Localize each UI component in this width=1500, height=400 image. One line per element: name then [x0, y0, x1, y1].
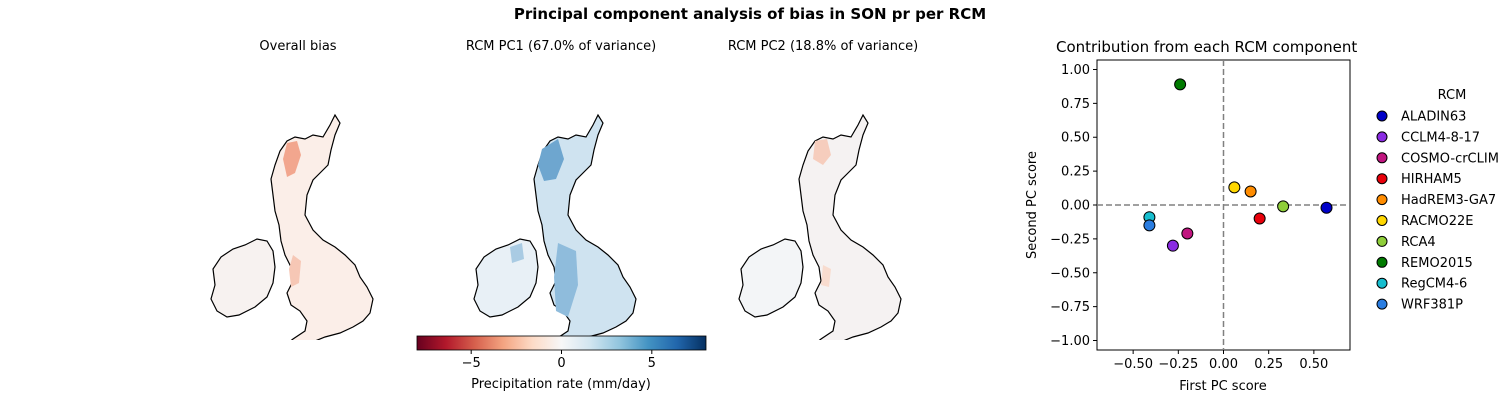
y-axis-label: Second PC score: [1025, 151, 1040, 259]
y-tick-label: −0.25: [1050, 232, 1090, 247]
legend-marker: [1376, 277, 1388, 289]
reference-lines: [1097, 60, 1350, 350]
maps-svg: [210, 114, 902, 340]
legend: ALADIN63 CCLM4-8-17 COSMO-crCLIM HIRHAM5 Had…: [1376, 110, 1499, 313]
legend-marker: [1376, 298, 1388, 310]
legend-marker: [1376, 215, 1388, 226]
map-title-pc1: RCM PC1 (67.0% of variance): [465, 39, 657, 54]
scatter-points: [1143, 78, 1333, 252]
legend-marker: [1376, 194, 1388, 206]
map-title-pc2: RCM PC2 (18.8% of variance): [727, 39, 919, 54]
y-tick-label: 0.75: [1061, 97, 1090, 112]
legend-marker: [1376, 256, 1388, 268]
x-axis-ticks: −0.50 −0.25 0.00 0.25 0.50: [1113, 350, 1328, 372]
y-tick-label: 0.00: [1061, 199, 1090, 214]
legend-label: REMO2015: [1401, 256, 1473, 271]
y-tick-label: 1.00: [1061, 63, 1090, 78]
x-tick-label: −0.25: [1158, 357, 1198, 372]
scatter-point-cosmo-crclim: [1181, 227, 1194, 240]
legend-label: CCLM4-8-17: [1401, 130, 1480, 145]
colorbar-label: Precipitation rate (mm/day): [471, 377, 651, 392]
scatter-point-hadrem3-ga7: [1244, 185, 1257, 198]
scatter-point-remo2015: [1174, 78, 1187, 91]
scatter-point-cclm4-8-17: [1166, 239, 1179, 252]
x-tick-label: 0.25: [1254, 357, 1283, 372]
x-tick-label: 0.00: [1209, 357, 1238, 372]
legend-label: COSMO-crCLIM: [1401, 151, 1499, 166]
map-title-overall: Overall bias: [259, 39, 337, 54]
scatter-point-racmo22e: [1228, 181, 1241, 194]
y-axis-ticks: −1.00 −0.75 −0.50 −0.25 0.00 0.25 0.50 0.75 1.00: [1050, 63, 1097, 349]
y-tick-label: −0.50: [1050, 266, 1090, 281]
map-pc2: [738, 114, 902, 340]
y-tick-label: −1.00: [1050, 334, 1090, 349]
scatter-point-aladin63: [1320, 201, 1333, 214]
y-tick-label: −0.75: [1050, 300, 1090, 315]
legend-marker: [1376, 110, 1388, 122]
colorbar-tick-label: −5: [462, 356, 481, 370]
legend-marker: [1376, 131, 1388, 143]
legend-marker: [1376, 152, 1388, 164]
colorbar-tick-label: 0: [557, 356, 565, 370]
scatter-point-wrf381p: [1143, 219, 1156, 232]
figure-title: Principal component analysis of bias in …: [513, 5, 987, 23]
scatter-point-rca4: [1277, 200, 1290, 213]
colorbar-bar: [416, 335, 707, 351]
legend-label: RCA4: [1401, 235, 1436, 250]
colorbar: −5 0 5: [416, 335, 707, 370]
scatter-plot: −0.50 −0.25 0.00 0.25 0.50 −1.00−0.75−0.50−0…: [1025, 59, 1499, 394]
legend-title: RCM: [1438, 88, 1467, 103]
y-tick-label: 0.50: [1061, 131, 1090, 146]
colorbar-tick-label: 5: [648, 356, 656, 370]
scatter-title: Contribution from each RCM component: [1056, 38, 1358, 56]
y-tick-label: 0.25: [1061, 165, 1090, 180]
legend-label: HadREM3-GA7: [1401, 193, 1496, 208]
map-pc1: [473, 114, 637, 340]
legend-label: RACMO22E: [1401, 214, 1473, 229]
legend-marker: [1376, 235, 1388, 247]
x-tick-label: 0.50: [1299, 357, 1328, 372]
legend-label: RegCM4-6: [1401, 277, 1467, 292]
scatter-point-hirham5: [1253, 212, 1266, 225]
legend-marker: [1376, 173, 1388, 185]
map-overall: [210, 114, 374, 340]
colorbar-ticks: −5 0 5: [462, 350, 656, 370]
legend-label: HIRHAM5: [1401, 172, 1462, 187]
x-tick-label: −0.50: [1113, 357, 1153, 372]
legend-label: WRF381P: [1401, 298, 1463, 313]
legend-label: ALADIN63: [1401, 110, 1466, 125]
x-axis-label: First PC score: [1179, 379, 1266, 394]
